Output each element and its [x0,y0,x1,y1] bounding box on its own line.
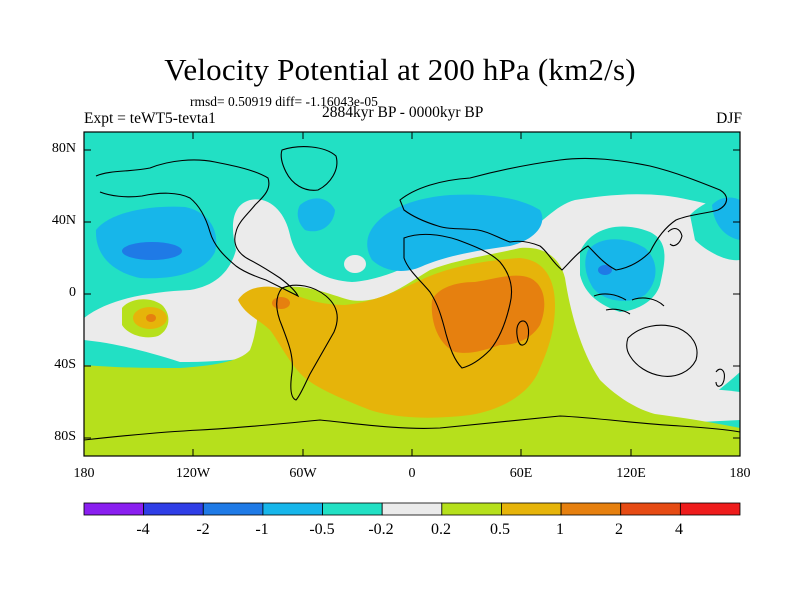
coast-australia [626,324,698,377]
contour-eurasia-lightblue [367,194,543,272]
lat-label-80n: 80N [51,141,76,156]
coast-antarctica [84,415,740,441]
colorbar-swatch-5 [381,502,443,516]
colorbar-label-8: 2 [615,521,623,538]
colorbar-label-3: -0.5 [309,521,335,538]
contour-pacific-blue [122,242,182,260]
colorbar-swatch-1 [143,502,204,516]
colorbar [83,502,741,516]
stats-text: rmsd= 0.50919 diff= -1.16043e-05 [190,94,378,109]
contour-neutral-patch [344,255,366,273]
colorbar-swatch-10 [679,502,741,516]
lon-label-60e: 60E [509,466,533,481]
lat-label-40n: 40N [51,213,76,228]
colorbar-label-6: 0.5 [490,521,510,538]
contour-pacific-darkorange [146,314,156,322]
experiment-label: Expt = teWT5-tevta1 [84,110,216,127]
coast-indonesia [593,293,665,315]
lon-label-120e: 120E [616,466,646,481]
lon-label-120w: 120W [175,466,211,481]
contour-northatlantic-lightblue [297,198,335,232]
lon-label-180-left: 180 [73,466,95,481]
colorbar-swatch-8 [560,502,622,516]
colorbar-label-0: -4 [136,521,150,538]
colorbar-label-7: 1 [556,521,564,538]
coast-africa [403,233,513,369]
contour-southamerica-darkorange [272,297,290,309]
coast-japan [667,227,683,247]
contour-asia-blue [598,265,612,275]
colorbar-swatch-6 [441,502,502,516]
colorbar-swatch-7 [501,502,562,516]
colorbar-label-1: -2 [196,521,210,538]
axis-ticks [84,132,740,456]
season-label: DJF [716,110,742,127]
coast-madagascar [516,320,530,346]
coast-greenland [280,146,338,191]
colorbar-label-5: 0.2 [431,521,451,538]
colorbar-label-9: 4 [675,521,683,538]
coast-new-zealand [715,368,725,387]
lon-label-180-right: 180 [729,466,751,481]
lat-label-80s: 80S [54,429,76,444]
period-label: 2884kyr BP - 0000kyr BP [322,104,484,121]
colorbar-swatch-3 [262,502,323,516]
colorbar-label-4: -0.2 [368,521,394,538]
coastlines [84,146,740,441]
coast-eurasia [399,157,728,271]
coast-south-america [276,284,338,401]
contour-farnorth-lightblue [712,197,740,240]
colorbar-swatch-0 [83,502,145,516]
colorbar-swatch-4 [322,502,383,516]
map-title: Velocity Potential at 200 hPa (km2/s) [164,52,636,87]
lat-label-0: 0 [69,285,76,300]
colorbar-label-2: -1 [255,521,269,538]
colorbar-swatch-9 [620,502,681,516]
lon-label-0: 0 [408,466,416,481]
lon-label-60w: 60W [289,466,317,481]
contour-africa-darkorange [431,275,545,353]
map-plot-area [84,132,740,456]
colorbar-swatch-2 [202,502,264,516]
contour-westpacific-lightblue [585,239,656,301]
coast-north-america [95,159,300,298]
lat-label-40s: 40S [54,357,76,372]
